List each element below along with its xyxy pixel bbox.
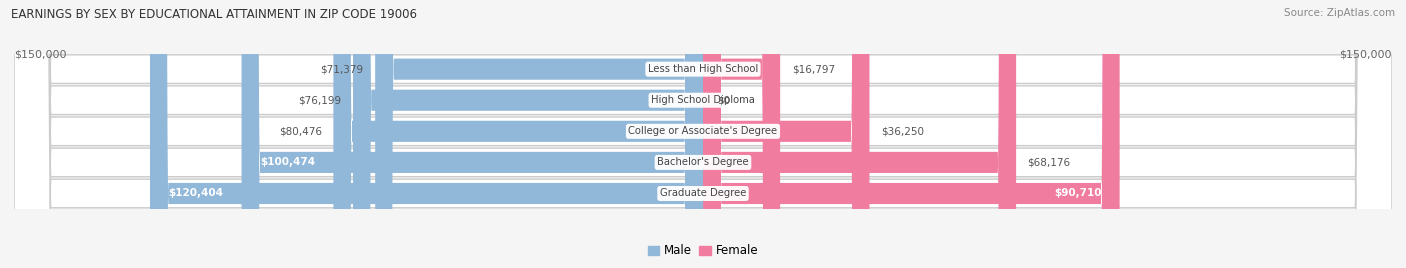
FancyBboxPatch shape <box>703 0 780 268</box>
FancyBboxPatch shape <box>333 0 703 268</box>
FancyBboxPatch shape <box>14 0 1392 268</box>
Text: $150,000: $150,000 <box>1340 50 1392 60</box>
FancyBboxPatch shape <box>14 0 1392 268</box>
Text: Bachelor's Degree: Bachelor's Degree <box>657 157 749 168</box>
FancyBboxPatch shape <box>703 0 1017 268</box>
FancyBboxPatch shape <box>703 0 869 268</box>
FancyBboxPatch shape <box>242 0 703 268</box>
Text: $71,379: $71,379 <box>321 64 364 74</box>
Text: Less than High School: Less than High School <box>648 64 758 74</box>
Legend: Male, Female: Male, Female <box>643 240 763 262</box>
Text: Graduate Degree: Graduate Degree <box>659 188 747 199</box>
FancyBboxPatch shape <box>14 0 1392 268</box>
Text: $150,000: $150,000 <box>14 50 66 60</box>
Text: $0: $0 <box>717 95 730 105</box>
FancyBboxPatch shape <box>14 0 1392 268</box>
Text: College or Associate's Degree: College or Associate's Degree <box>628 126 778 136</box>
Text: High School Diploma: High School Diploma <box>651 95 755 105</box>
Text: $90,710: $90,710 <box>1053 188 1101 199</box>
Text: $76,199: $76,199 <box>298 95 342 105</box>
Text: $120,404: $120,404 <box>169 188 224 199</box>
Text: $36,250: $36,250 <box>882 126 924 136</box>
FancyBboxPatch shape <box>353 0 703 268</box>
FancyBboxPatch shape <box>150 0 703 268</box>
FancyBboxPatch shape <box>375 0 703 268</box>
Text: $80,476: $80,476 <box>278 126 322 136</box>
Text: $16,797: $16,797 <box>792 64 835 74</box>
FancyBboxPatch shape <box>14 0 1392 268</box>
Text: $68,176: $68,176 <box>1028 157 1071 168</box>
Text: $100,474: $100,474 <box>260 157 315 168</box>
Text: EARNINGS BY SEX BY EDUCATIONAL ATTAINMENT IN ZIP CODE 19006: EARNINGS BY SEX BY EDUCATIONAL ATTAINMEN… <box>11 8 418 21</box>
FancyBboxPatch shape <box>703 0 1119 268</box>
Text: Source: ZipAtlas.com: Source: ZipAtlas.com <box>1284 8 1395 18</box>
